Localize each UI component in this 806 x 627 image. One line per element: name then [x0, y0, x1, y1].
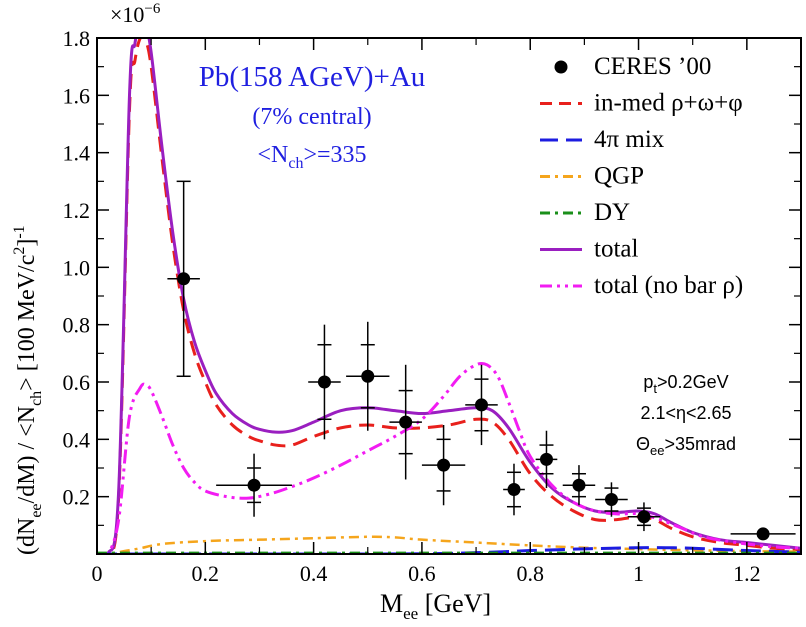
data-marker — [637, 510, 651, 524]
data-marker — [604, 493, 618, 507]
y-tick-label: 1.8 — [63, 26, 91, 51]
legend-entry: QGP — [540, 163, 644, 190]
x-tick-label: 1.2 — [733, 561, 761, 586]
legend-entry: DY — [540, 199, 630, 226]
x-tick-label: 1 — [633, 561, 644, 586]
curve-mix — [97, 546, 801, 554]
y-tick-label: 1.2 — [63, 198, 91, 223]
data-point — [389, 364, 422, 480]
data-marker — [361, 369, 375, 383]
legend-entry: total (no bar ρ) — [540, 272, 743, 299]
legend-label: CERES ’00 — [594, 53, 711, 80]
y-multiplier: ×10−6 — [110, 1, 161, 27]
y-tick-label: 1.6 — [63, 83, 91, 108]
data-point — [308, 324, 341, 440]
data-marker — [474, 398, 488, 412]
data-point — [627, 502, 661, 532]
legend-entry: total — [540, 236, 638, 263]
legend-marker — [554, 60, 568, 74]
data-point — [595, 482, 628, 517]
legend-label: QGP — [594, 163, 644, 190]
data-marker — [317, 375, 331, 389]
legend-entry: in-med ρ+ω+φ — [540, 90, 743, 117]
y-tick-label: 1.4 — [63, 141, 91, 166]
x-tick-label: 0.4 — [300, 561, 328, 586]
data-marker — [539, 452, 553, 466]
y-tick-label: 0.6 — [63, 370, 91, 395]
multiplicity-label: <Nch>=335 — [257, 142, 366, 172]
y-axis: 0.2 0.4 0.6 0.8 1.0 1.2 1.4 1.6 1.8 — [63, 26, 801, 526]
data-point — [346, 321, 390, 431]
x-tick-label: 0.6 — [408, 561, 436, 586]
legend-entry: 4π mix — [540, 126, 665, 153]
centrality-label: (7% central) — [252, 104, 371, 130]
system-title: Pb(158 AGeV)+Au — [199, 61, 426, 93]
y-tick-label: 1.0 — [63, 255, 91, 280]
data-point — [421, 425, 466, 506]
theta-cut-label: Θee>35mrad — [636, 434, 736, 458]
data-marker — [177, 272, 191, 286]
data-point — [535, 430, 558, 489]
legend-entry: CERES ’00 — [554, 53, 711, 80]
legend-label: in-med ρ+ω+φ — [594, 90, 743, 117]
data-marker — [247, 478, 261, 492]
data-marker — [437, 458, 451, 472]
data-point — [216, 453, 292, 517]
data-point — [562, 465, 596, 506]
eta-cut-label: 2.1<η<2.65 — [640, 403, 731, 423]
y-tick-label: 0.4 — [63, 427, 91, 452]
y-axis-label: (dNee/dM) / <Nch> [100 MeV/c2]-1 — [11, 225, 45, 555]
y-tick-label: 0.8 — [63, 313, 91, 338]
legend-label: DY — [594, 199, 630, 226]
data-marker — [399, 415, 413, 429]
x-axis-label: Mee [GeV] — [380, 589, 491, 623]
curve-qgp — [97, 535, 801, 554]
curve-nobar — [97, 361, 801, 554]
data-marker — [572, 478, 586, 492]
data-point — [503, 463, 525, 516]
data-marker — [756, 527, 770, 541]
data-point — [465, 364, 498, 446]
x-tick-label: 0 — [92, 561, 103, 586]
data-point — [167, 180, 200, 378]
legend-label: total (no bar ρ) — [594, 272, 743, 299]
x-tick-label: 0.2 — [192, 561, 220, 586]
legend: CERES ’00 in-med ρ+ω+φ 4π mix QGP DY total tot… — [540, 53, 743, 299]
data-point — [730, 527, 796, 541]
curve-total — [97, 38, 801, 554]
ceres-data-points — [167, 180, 796, 541]
y-tick-label: 0.2 — [63, 485, 91, 510]
legend-label: total — [594, 236, 638, 263]
pt-cut-label: pt>0.2GeV — [643, 372, 728, 396]
data-marker — [507, 483, 521, 496]
legend-label: 4π mix — [594, 126, 665, 153]
x-tick-label: 0.8 — [516, 561, 544, 586]
x-axis: 0 0.2 0.4 0.6 0.8 1 1.2 — [92, 38, 802, 586]
